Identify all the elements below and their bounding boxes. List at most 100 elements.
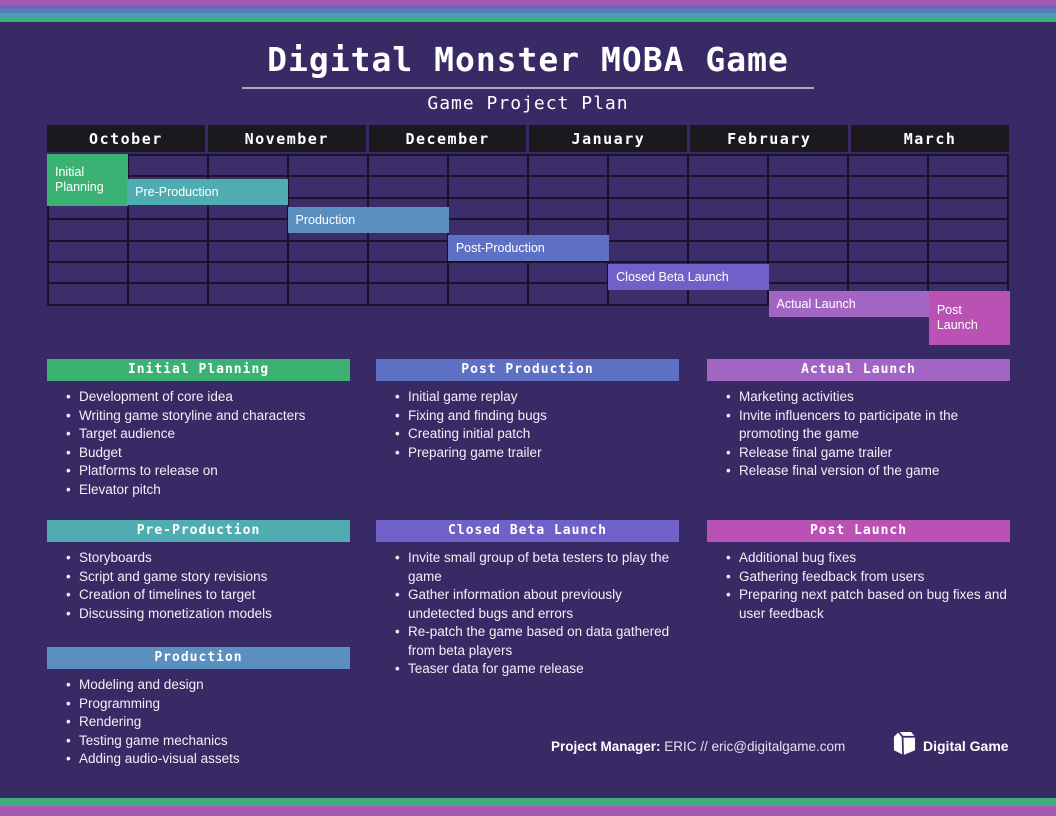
grid-cell xyxy=(209,262,287,283)
task-list: Initial game replayFixing and finding bu… xyxy=(376,388,679,462)
task-item: Adding audio-visual assets xyxy=(66,750,350,769)
grid-cell xyxy=(689,198,767,219)
card-initial-planning: Initial Planning Development of core idea… xyxy=(47,359,350,499)
card-header-production: Production xyxy=(47,647,350,669)
grid-cell xyxy=(449,284,527,304)
grid-cell xyxy=(209,284,287,304)
task-item: Programming xyxy=(66,695,350,714)
task-item: Initial game replay xyxy=(395,388,679,407)
grid-cell xyxy=(929,220,1007,240)
grid-cell xyxy=(609,220,687,240)
cube-box-icon xyxy=(893,731,916,761)
decorative-stripe-blue-top xyxy=(0,9,1056,13)
task-item: Creation of timelines to target xyxy=(66,586,350,605)
card-header-initial-planning: Initial Planning xyxy=(47,359,350,381)
grid-cell xyxy=(769,156,847,176)
grid-cell xyxy=(209,156,287,176)
grid-cell xyxy=(369,241,447,261)
card-header-post-launch: Post Launch xyxy=(707,520,1010,542)
grid-cell xyxy=(689,156,767,176)
month-header-march: March xyxy=(851,125,1009,152)
grid-cell xyxy=(449,177,527,197)
decorative-stripe-magenta-bottom xyxy=(0,806,1056,816)
grid-cell xyxy=(849,156,927,176)
grid-cell xyxy=(929,177,1007,197)
card-pre-production: Pre-Production StoryboardsScript and game… xyxy=(47,520,350,623)
grid-cell xyxy=(129,220,207,240)
decorative-stripe-green-bottom xyxy=(0,798,1056,806)
decorative-stripe-teal-top xyxy=(0,13,1056,17)
grid-cell xyxy=(689,177,767,197)
gantt-bar-pre-production: Pre-Production xyxy=(127,179,289,205)
task-item: Invite influencers to participate in the… xyxy=(726,407,1010,444)
grid-cell xyxy=(849,262,927,283)
grid-cell xyxy=(849,220,927,240)
grid-cell xyxy=(129,156,207,176)
project-manager-line: Project Manager: ERIC // eric@digitalgam… xyxy=(551,739,845,754)
card-post-launch: Post Launch Additional bug fixesGathering… xyxy=(707,520,1010,623)
task-item: Target audience xyxy=(66,425,350,444)
gantt-bar-label: Closed Beta Launch xyxy=(616,269,729,284)
task-item: Marketing activities xyxy=(726,388,1010,407)
card-actual-launch: Actual Launch Marketing activitiesInvite … xyxy=(707,359,1010,481)
task-item: Invite small group of beta testers to pl… xyxy=(395,549,679,586)
grid-cell xyxy=(49,241,127,261)
grid-cell xyxy=(49,284,127,304)
grid-cell xyxy=(209,241,287,261)
page-title: Digital Monster MOBA Game xyxy=(267,40,789,79)
card-production: Production Modeling and designProgramming… xyxy=(47,647,350,769)
decorative-stripe-magenta-top xyxy=(0,0,1056,5)
gantt-bar-production: Production xyxy=(287,207,449,233)
grid-cell xyxy=(769,220,847,240)
grid-cell xyxy=(289,177,367,197)
brand-name: Digital Game xyxy=(923,738,1009,754)
grid-cell xyxy=(529,156,607,176)
task-item: Script and game story revisions xyxy=(66,568,350,587)
task-list: Marketing activitiesInvite influencers t… xyxy=(707,388,1010,481)
grid-cell xyxy=(769,262,847,283)
task-item: Release final game trailer xyxy=(726,444,1010,463)
task-item: Preparing game trailer xyxy=(395,444,679,463)
gantt-bar-post-production: Post-Production xyxy=(447,235,610,261)
grid-cell xyxy=(609,177,687,197)
task-item: Testing game mechanics xyxy=(66,732,350,751)
gantt-bar-post-launch: Post Launch xyxy=(928,291,1010,345)
gantt-bar-label: Pre-Production xyxy=(135,184,219,199)
grid-cell xyxy=(129,262,207,283)
grid-cell xyxy=(529,220,607,240)
gantt-bar-label: Production xyxy=(295,212,356,227)
task-list: Additional bug fixesGathering feedback f… xyxy=(707,549,1010,623)
grid-cell xyxy=(609,156,687,176)
card-header-post-production: Post Production xyxy=(376,359,679,381)
card-header-pre-production: Pre-Production xyxy=(47,520,350,542)
grid-cell xyxy=(129,241,207,261)
month-header-october: October xyxy=(47,125,205,152)
grid-cell xyxy=(369,177,447,197)
task-item: Modeling and design xyxy=(66,676,350,695)
gantt-bar-actual-launch: Actual Launch xyxy=(768,291,930,317)
grid-cell xyxy=(529,262,607,283)
gantt-chart: October November December January February Ma… xyxy=(47,125,1010,355)
decorative-stripe-violet-top xyxy=(0,5,1056,9)
task-item: Writing game storyline and characters xyxy=(66,407,350,426)
gantt-bar-label: Initial Planning xyxy=(55,165,104,194)
grid-cell xyxy=(609,241,687,261)
grid-cell xyxy=(449,220,527,240)
grid-cell xyxy=(129,284,207,304)
grid-cell xyxy=(209,220,287,240)
month-header-january: January xyxy=(529,125,688,152)
task-item: Elevator pitch xyxy=(66,481,350,500)
grid-cell xyxy=(609,198,687,219)
task-item: Platforms to release on xyxy=(66,462,350,481)
grid-cell xyxy=(289,262,367,283)
gantt-bar-label: Actual Launch xyxy=(776,296,856,311)
task-item: Re-patch the game based on data gathered… xyxy=(395,623,679,660)
grid-cell xyxy=(49,262,127,283)
gantt-bar-label: Post-Production xyxy=(455,240,545,255)
gantt-bar-label: Post Launch xyxy=(936,303,978,332)
grid-cell xyxy=(769,177,847,197)
grid-cell xyxy=(529,198,607,219)
task-list: Invite small group of beta testers to pl… xyxy=(376,549,679,679)
grid-cell xyxy=(849,177,927,197)
task-list: Development of core ideaWriting game sto… xyxy=(47,388,350,499)
